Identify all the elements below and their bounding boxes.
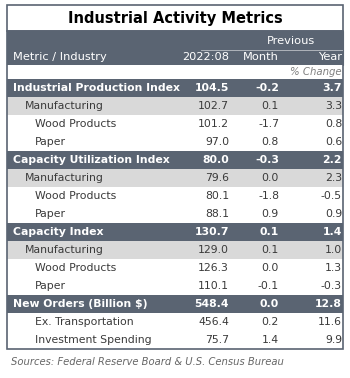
Text: Paper: Paper: [35, 281, 66, 291]
Text: 0.9: 0.9: [262, 209, 279, 219]
Text: 456.4: 456.4: [198, 317, 229, 327]
Text: 1.3: 1.3: [325, 263, 342, 273]
Text: 548.4: 548.4: [195, 299, 229, 309]
Text: 97.0: 97.0: [205, 137, 229, 147]
Text: 126.3: 126.3: [198, 263, 229, 273]
Bar: [7, 79, 343, 97]
Text: 0.1: 0.1: [262, 245, 279, 255]
Text: -0.1: -0.1: [258, 281, 279, 291]
Text: Previous: Previous: [266, 36, 315, 46]
Bar: [7, 31, 343, 65]
Text: 0.9: 0.9: [325, 209, 342, 219]
Text: -0.3: -0.3: [321, 281, 342, 291]
Text: Wood Products: Wood Products: [35, 263, 116, 273]
Text: 1.4: 1.4: [323, 227, 342, 237]
Bar: [7, 313, 343, 331]
Text: Industrial Activity Metrics: Industrial Activity Metrics: [68, 11, 282, 25]
Text: 0.1: 0.1: [260, 227, 279, 237]
Bar: [7, 241, 343, 259]
Text: 0.0: 0.0: [262, 173, 279, 183]
Text: 80.0: 80.0: [202, 155, 229, 165]
Bar: [7, 331, 343, 349]
Text: 0.8: 0.8: [325, 119, 342, 129]
Text: -0.3: -0.3: [255, 155, 279, 165]
Text: 1.4: 1.4: [262, 335, 279, 345]
Bar: [7, 295, 343, 313]
Text: Investment Spending: Investment Spending: [35, 335, 152, 345]
Text: Wood Products: Wood Products: [35, 119, 116, 129]
Text: 3.7: 3.7: [322, 83, 342, 93]
Text: -0.2: -0.2: [255, 83, 279, 93]
Text: 88.1: 88.1: [205, 209, 229, 219]
Text: Manufacturing: Manufacturing: [25, 101, 104, 111]
Text: 1.0: 1.0: [325, 245, 342, 255]
Text: 3.3: 3.3: [325, 101, 342, 111]
Text: Ex. Transportation: Ex. Transportation: [35, 317, 134, 327]
Text: % Change: % Change: [290, 67, 342, 77]
Text: Paper: Paper: [35, 209, 66, 219]
Bar: [7, 31, 343, 349]
Text: 79.6: 79.6: [205, 173, 229, 183]
Bar: [7, 259, 343, 277]
Text: Manufacturing: Manufacturing: [25, 173, 104, 183]
Text: Sources: Federal Reserve Board & U.S. Census Bureau: Sources: Federal Reserve Board & U.S. Ce…: [11, 357, 284, 367]
Text: 110.1: 110.1: [198, 281, 229, 291]
Text: 101.2: 101.2: [198, 119, 229, 129]
Bar: [7, 169, 343, 187]
Text: 0.2: 0.2: [262, 317, 279, 327]
Text: Industrial Production Index: Industrial Production Index: [13, 83, 180, 93]
Text: 0.1: 0.1: [262, 101, 279, 111]
Text: Capacity Index: Capacity Index: [13, 227, 104, 237]
Text: 11.6: 11.6: [318, 317, 342, 327]
Bar: [7, 205, 343, 223]
Text: Manufacturing: Manufacturing: [25, 245, 104, 255]
Text: 129.0: 129.0: [198, 245, 229, 255]
Bar: [7, 5, 343, 31]
Text: 104.5: 104.5: [195, 83, 229, 93]
Text: 80.1: 80.1: [205, 191, 229, 201]
Text: Paper: Paper: [35, 137, 66, 147]
Text: Year: Year: [318, 52, 342, 62]
Bar: [7, 65, 343, 79]
Text: 0.6: 0.6: [325, 137, 342, 147]
Text: Month: Month: [243, 52, 279, 62]
Bar: [7, 151, 343, 169]
Bar: [7, 187, 343, 205]
Bar: [7, 133, 343, 151]
Text: Capacity Utilization Index: Capacity Utilization Index: [13, 155, 170, 165]
Text: 9.9: 9.9: [325, 335, 342, 345]
Text: 0.0: 0.0: [262, 263, 279, 273]
Text: 2.2: 2.2: [322, 155, 342, 165]
Text: Wood Products: Wood Products: [35, 191, 116, 201]
Text: 12.8: 12.8: [315, 299, 342, 309]
Bar: [7, 97, 343, 115]
Bar: [7, 223, 343, 241]
Text: 2.3: 2.3: [325, 173, 342, 183]
Text: -1.7: -1.7: [258, 119, 279, 129]
Text: 130.7: 130.7: [195, 227, 229, 237]
Text: 2022:08: 2022:08: [182, 52, 229, 62]
Text: -0.5: -0.5: [321, 191, 342, 201]
Text: Metric / Industry: Metric / Industry: [13, 52, 107, 62]
Bar: [7, 31, 343, 65]
Text: 102.7: 102.7: [198, 101, 229, 111]
Bar: [7, 277, 343, 295]
Text: 75.7: 75.7: [205, 335, 229, 345]
Text: -1.8: -1.8: [258, 191, 279, 201]
Text: 0.0: 0.0: [260, 299, 279, 309]
Text: New Orders (Billion $): New Orders (Billion $): [13, 299, 147, 309]
Bar: [7, 115, 343, 133]
Text: 0.8: 0.8: [262, 137, 279, 147]
